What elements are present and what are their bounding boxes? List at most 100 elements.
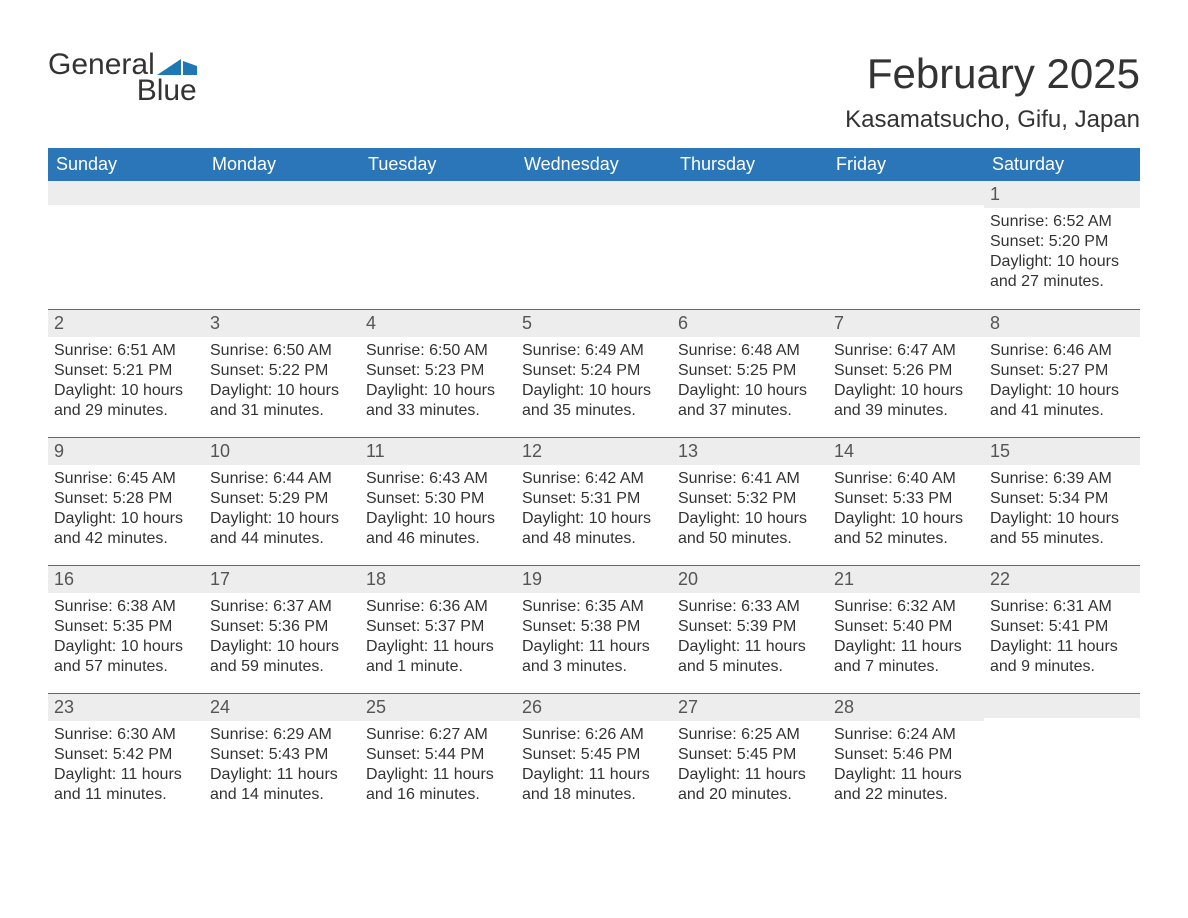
calendar-cell: 28Sunrise: 6:24 AMSunset: 5:46 PMDayligh… [828, 694, 984, 821]
calendar-cell: 6Sunrise: 6:48 AMSunset: 5:25 PMDaylight… [672, 310, 828, 437]
sunrise-text: Sunrise: 6:30 AM [54, 725, 198, 745]
location-text: Kasamatsucho, Gifu, Japan [845, 106, 1140, 134]
calendar-week: 23Sunrise: 6:30 AMSunset: 5:42 PMDayligh… [48, 693, 1140, 821]
day-number: 3 [204, 310, 360, 337]
calendar-cell: 22Sunrise: 6:31 AMSunset: 5:41 PMDayligh… [984, 566, 1140, 693]
daylight-text: Daylight: 10 hours and 50 minutes. [678, 509, 822, 549]
daylight-text: Daylight: 11 hours and 16 minutes. [366, 765, 510, 805]
calendar-cell: 13Sunrise: 6:41 AMSunset: 5:32 PMDayligh… [672, 438, 828, 565]
calendar-cell: 16Sunrise: 6:38 AMSunset: 5:35 PMDayligh… [48, 566, 204, 693]
sunset-text: Sunset: 5:27 PM [990, 361, 1134, 381]
daylight-text: Daylight: 11 hours and 7 minutes. [834, 637, 978, 677]
daylight-text: Daylight: 10 hours and 29 minutes. [54, 381, 198, 421]
sunset-text: Sunset: 5:23 PM [366, 361, 510, 381]
sunrise-text: Sunrise: 6:27 AM [366, 725, 510, 745]
sunset-text: Sunset: 5:36 PM [210, 617, 354, 637]
day-number: 11 [360, 438, 516, 465]
day-header: Wednesday [516, 148, 672, 181]
calendar-cell [360, 181, 516, 309]
sunset-text: Sunset: 5:42 PM [54, 745, 198, 765]
calendar-cell: 25Sunrise: 6:27 AMSunset: 5:44 PMDayligh… [360, 694, 516, 821]
sunrise-text: Sunrise: 6:32 AM [834, 597, 978, 617]
calendar-cell: 9Sunrise: 6:45 AMSunset: 5:28 PMDaylight… [48, 438, 204, 565]
day-number: 7 [828, 310, 984, 337]
sunset-text: Sunset: 5:38 PM [522, 617, 666, 637]
calendar-cell: 20Sunrise: 6:33 AMSunset: 5:39 PMDayligh… [672, 566, 828, 693]
day-number [516, 181, 672, 205]
sunset-text: Sunset: 5:31 PM [522, 489, 666, 509]
calendar-cell: 24Sunrise: 6:29 AMSunset: 5:43 PMDayligh… [204, 694, 360, 821]
title-block: February 2025 Kasamatsucho, Gifu, Japan [845, 50, 1140, 134]
day-number: 27 [672, 694, 828, 721]
calendar-cell: 2Sunrise: 6:51 AMSunset: 5:21 PMDaylight… [48, 310, 204, 437]
day-number: 17 [204, 566, 360, 593]
day-number: 16 [48, 566, 204, 593]
calendar-cell [48, 181, 204, 309]
sunset-text: Sunset: 5:45 PM [522, 745, 666, 765]
calendar-week: 9Sunrise: 6:45 AMSunset: 5:28 PMDaylight… [48, 437, 1140, 565]
day-header: Sunday [48, 148, 204, 181]
sunset-text: Sunset: 5:24 PM [522, 361, 666, 381]
daylight-text: Daylight: 10 hours and 39 minutes. [834, 381, 978, 421]
calendar-cell: 3Sunrise: 6:50 AMSunset: 5:22 PMDaylight… [204, 310, 360, 437]
day-number: 9 [48, 438, 204, 465]
brand-word2: Blue [137, 74, 197, 107]
day-number [204, 181, 360, 205]
daylight-text: Daylight: 11 hours and 22 minutes. [834, 765, 978, 805]
sunrise-text: Sunrise: 6:49 AM [522, 341, 666, 361]
sunrise-text: Sunrise: 6:25 AM [678, 725, 822, 745]
daylight-text: Daylight: 11 hours and 3 minutes. [522, 637, 666, 677]
calendar-cell [828, 181, 984, 309]
calendar-cell: 27Sunrise: 6:25 AMSunset: 5:45 PMDayligh… [672, 694, 828, 821]
day-number: 4 [360, 310, 516, 337]
day-number: 8 [984, 310, 1140, 337]
sunset-text: Sunset: 5:35 PM [54, 617, 198, 637]
calendar-cell [984, 694, 1140, 821]
daylight-text: Daylight: 10 hours and 52 minutes. [834, 509, 978, 549]
calendar-cell [672, 181, 828, 309]
sunset-text: Sunset: 5:37 PM [366, 617, 510, 637]
day-number: 28 [828, 694, 984, 721]
daylight-text: Daylight: 10 hours and 42 minutes. [54, 509, 198, 549]
daylight-text: Daylight: 10 hours and 37 minutes. [678, 381, 822, 421]
daylight-text: Daylight: 11 hours and 1 minute. [366, 637, 510, 677]
daylight-text: Daylight: 11 hours and 11 minutes. [54, 765, 198, 805]
sunrise-text: Sunrise: 6:47 AM [834, 341, 978, 361]
daylight-text: Daylight: 10 hours and 44 minutes. [210, 509, 354, 549]
daylight-text: Daylight: 10 hours and 31 minutes. [210, 381, 354, 421]
calendar-cell: 17Sunrise: 6:37 AMSunset: 5:36 PMDayligh… [204, 566, 360, 693]
sunrise-text: Sunrise: 6:42 AM [522, 469, 666, 489]
sunrise-text: Sunrise: 6:37 AM [210, 597, 354, 617]
sunset-text: Sunset: 5:20 PM [990, 232, 1134, 252]
sunrise-text: Sunrise: 6:41 AM [678, 469, 822, 489]
sunset-text: Sunset: 5:44 PM [366, 745, 510, 765]
day-number [360, 181, 516, 205]
sunrise-text: Sunrise: 6:24 AM [834, 725, 978, 745]
calendar-cell: 15Sunrise: 6:39 AMSunset: 5:34 PMDayligh… [984, 438, 1140, 565]
sunrise-text: Sunrise: 6:26 AM [522, 725, 666, 745]
sunrise-text: Sunrise: 6:31 AM [990, 597, 1134, 617]
daylight-text: Daylight: 11 hours and 14 minutes. [210, 765, 354, 805]
sunrise-text: Sunrise: 6:46 AM [990, 341, 1134, 361]
sunset-text: Sunset: 5:39 PM [678, 617, 822, 637]
day-number: 19 [516, 566, 672, 593]
sunset-text: Sunset: 5:32 PM [678, 489, 822, 509]
header: General Blue February 2025 Kasamatsucho,… [48, 50, 1140, 134]
sunrise-text: Sunrise: 6:33 AM [678, 597, 822, 617]
sunset-text: Sunset: 5:28 PM [54, 489, 198, 509]
daylight-text: Daylight: 10 hours and 57 minutes. [54, 637, 198, 677]
sunrise-text: Sunrise: 6:50 AM [366, 341, 510, 361]
sunset-text: Sunset: 5:33 PM [834, 489, 978, 509]
daylight-text: Daylight: 10 hours and 48 minutes. [522, 509, 666, 549]
day-number: 10 [204, 438, 360, 465]
calendar-cell: 4 Sunrise: 6:50 AMSunset: 5:23 PMDaylight… [360, 310, 516, 437]
daylight-text: Daylight: 10 hours and 27 minutes. [990, 252, 1134, 292]
day-number: 24 [204, 694, 360, 721]
day-number [984, 694, 1140, 718]
day-header-row: Sunday Monday Tuesday Wednesday Thursday… [48, 148, 1140, 181]
day-number [48, 181, 204, 205]
sunrise-text: Sunrise: 6:48 AM [678, 341, 822, 361]
daylight-text: Daylight: 10 hours and 33 minutes. [366, 381, 510, 421]
day-number: 1 [984, 181, 1140, 208]
sunrise-text: Sunrise: 6:43 AM [366, 469, 510, 489]
